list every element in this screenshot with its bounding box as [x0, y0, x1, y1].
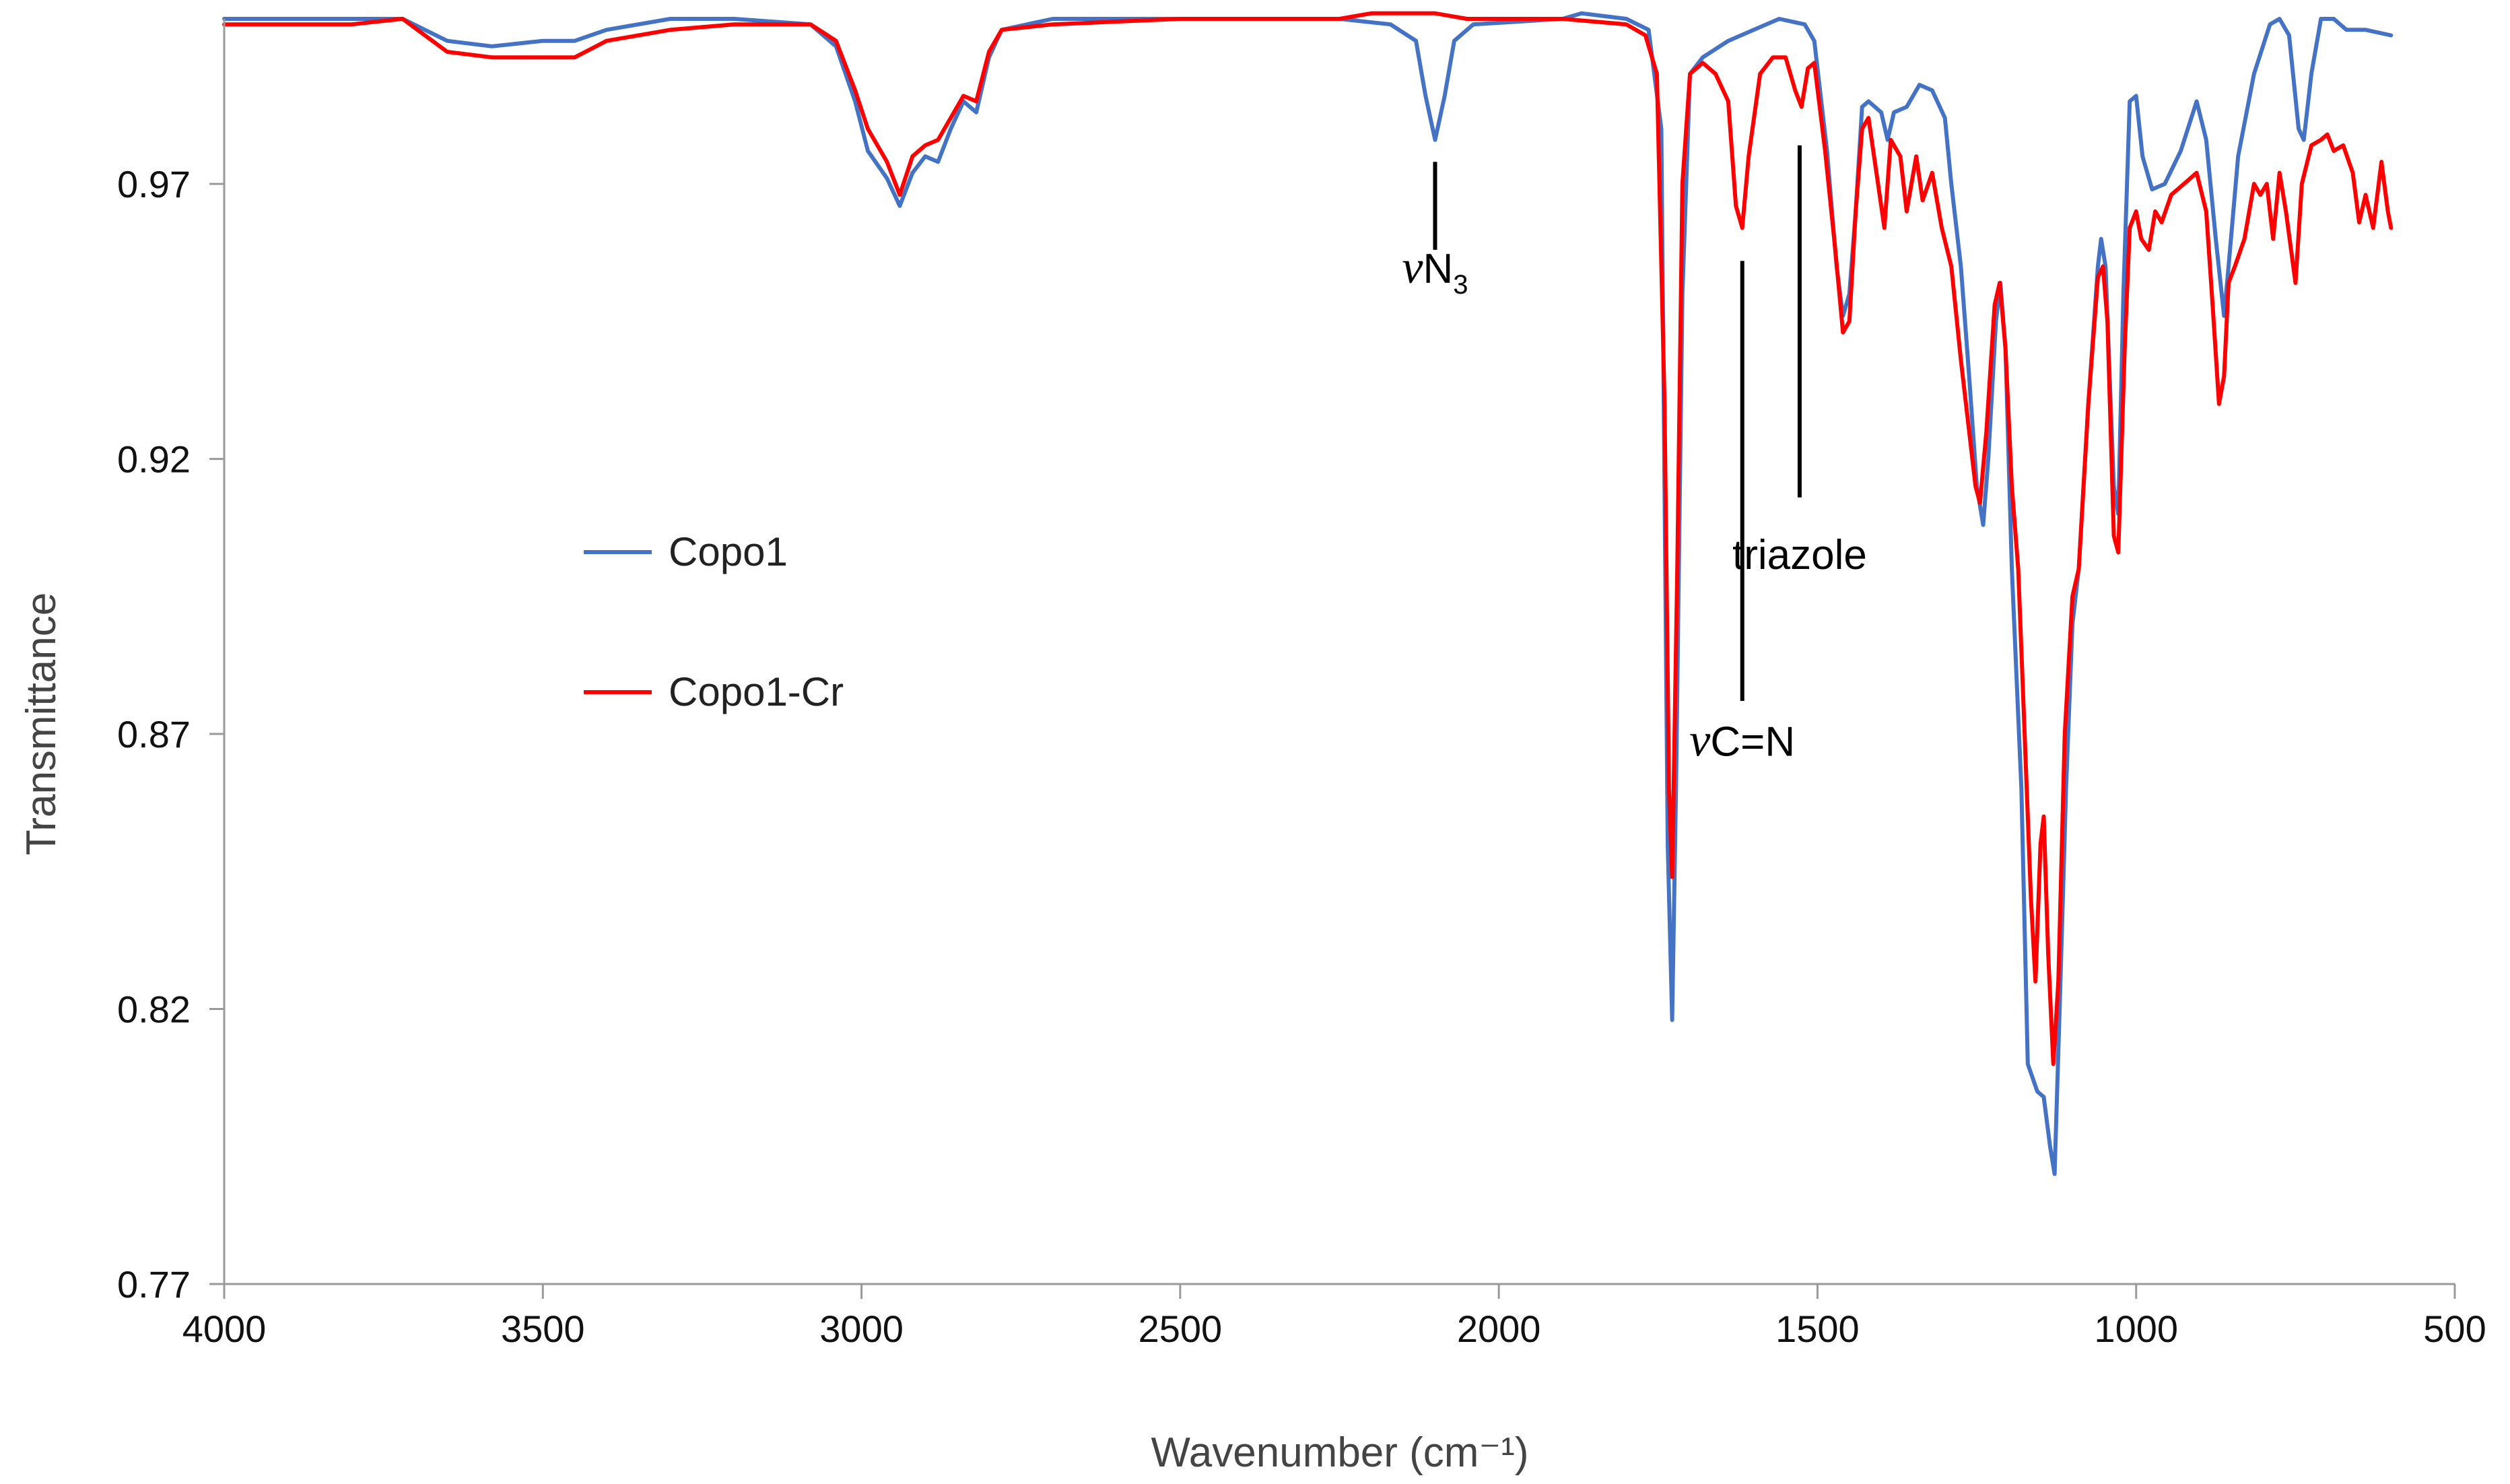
y-tick-label: 0.77: [117, 1263, 191, 1306]
annotation-label-triazole: triazole: [1732, 532, 1867, 578]
legend: Copo1 Copo1-Cr: [584, 529, 844, 714]
legend-label-copo1: Copo1: [669, 529, 788, 574]
y-tick-label: 0.97: [117, 163, 191, 205]
series-layer: [222, 11, 2394, 1176]
x-tick-label: 2000: [1457, 1308, 1541, 1350]
axes-layer: [223, 19, 2455, 1285]
x-tick-label: 4000: [182, 1308, 267, 1350]
x-axis-title: Wavenumber (cm⁻¹): [1151, 1429, 1529, 1476]
x-tick-label: 2500: [1139, 1308, 1223, 1350]
annotation-label-nu-n3: νN3: [1402, 242, 1468, 300]
series-line-copo1: [222, 11, 2394, 1176]
x-tick-label: 3500: [501, 1308, 585, 1350]
x-tick-label: 1000: [2094, 1308, 2178, 1350]
ticks-layer: 4000 3500 3000 2500 2000 1500 1000 500 0.77 0.82 0…: [117, 163, 2486, 1350]
annotation-label-nu-cn: νC=N: [1689, 715, 1795, 767]
x-tick-label: 500: [2423, 1308, 2486, 1350]
annotation-layer: νN3 νC=N triazole: [1402, 145, 1867, 767]
y-tick-label: 0.82: [117, 988, 191, 1031]
y-tick-label: 0.87: [117, 713, 191, 755]
y-tick-label: 0.92: [117, 438, 191, 481]
x-tick-label: 1500: [1775, 1308, 1860, 1350]
x-tick-label: 3000: [819, 1308, 904, 1350]
legend-label-copo1-cr: Copo1-Cr: [669, 669, 844, 714]
y-axis-title: Transmittance: [18, 593, 65, 856]
series-line-copo1-cr: [222, 11, 2394, 1067]
